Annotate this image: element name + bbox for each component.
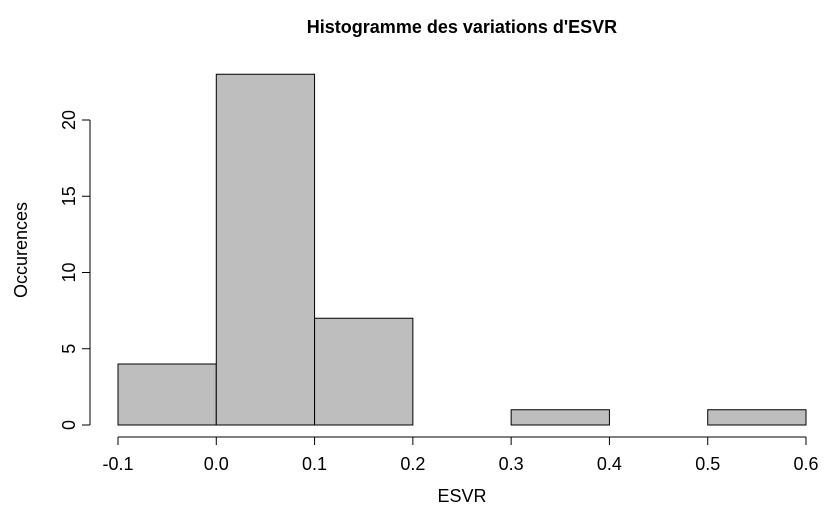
x-tick-label: 0.0 (204, 454, 229, 474)
bar (510, 409, 610, 426)
x-axis-label: ESVR (437, 486, 486, 506)
bar (707, 409, 807, 426)
x-tick-label: 0.1 (302, 454, 327, 474)
x-tick-label: -0.1 (102, 454, 133, 474)
y-axis-label: Occurences (11, 202, 31, 298)
x-tick-label: 0.4 (597, 454, 622, 474)
y-tick-label: 5 (59, 344, 79, 354)
chart-title: Histogramme des variations d'ESVR (307, 17, 617, 37)
bar (314, 317, 414, 426)
x-tick-label: 0.5 (695, 454, 720, 474)
bar (215, 73, 316, 426)
y-tick-label: 0 (59, 420, 79, 430)
y-tick-label: 10 (59, 262, 79, 282)
y-tick-label: 15 (59, 186, 79, 206)
x-tick-label: 0.3 (499, 454, 524, 474)
x-tick-label: 0.2 (400, 454, 425, 474)
bar (117, 363, 217, 426)
y-tick-label: 20 (59, 110, 79, 130)
x-tick-label: 0.6 (793, 454, 818, 474)
